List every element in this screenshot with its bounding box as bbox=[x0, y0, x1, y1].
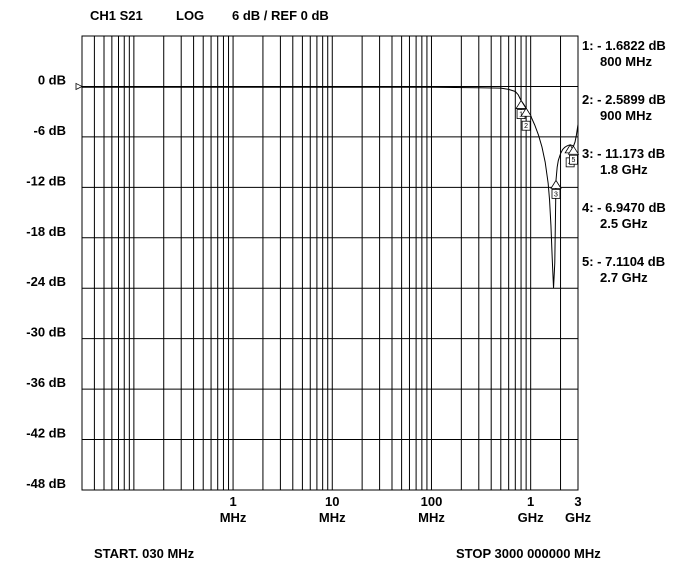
marker-number: 2 bbox=[524, 123, 528, 130]
marker-1-frequency: 800 MHz bbox=[600, 54, 653, 69]
marker-2-frequency: 900 MHz bbox=[600, 108, 653, 123]
marker-triangle bbox=[567, 145, 580, 155]
header-scale: 6 dB / REF 0 dB bbox=[232, 8, 329, 23]
start-frequency: START. 030 MHz bbox=[94, 546, 195, 561]
y-tick-label: -48 dB bbox=[26, 476, 66, 491]
x-tick-unit: MHz bbox=[220, 510, 247, 525]
marker-5: 5 bbox=[567, 145, 580, 165]
y-tick-label: -6 dB bbox=[34, 123, 67, 138]
marker-triangle bbox=[550, 179, 562, 189]
stop-frequency: STOP 3000 000000 MHz bbox=[456, 546, 601, 561]
marker-2-value: 2: - 2.5899 dB bbox=[582, 92, 666, 107]
marker-4-value: 4: - 6.9470 dB bbox=[582, 200, 666, 215]
marker-symbols: 12345 bbox=[515, 99, 580, 199]
y-tick-label: -42 dB bbox=[26, 426, 66, 441]
marker-1-value: 1: - 1.6822 dB bbox=[582, 38, 666, 53]
y-axis-labels: 0 dB -6 dB -12 dB -18 dB -24 dB -30 dB -36 dB -… bbox=[26, 72, 83, 491]
marker-2: 2 bbox=[520, 107, 532, 131]
marker-5-frequency: 2.7 GHz bbox=[600, 270, 648, 285]
plot-grid bbox=[81, 35, 579, 491]
marker-3: 3 bbox=[550, 179, 562, 199]
y-tick-label: 0 dB bbox=[38, 72, 66, 87]
y-tick-label: -12 dB bbox=[26, 173, 66, 188]
y-tick-label: -24 dB bbox=[26, 274, 66, 289]
y-tick-label: -18 dB bbox=[26, 224, 66, 239]
header-channel: CH1 S21 bbox=[90, 8, 143, 23]
x-tick-number: 1 bbox=[527, 494, 534, 509]
marker-number: 3 bbox=[554, 191, 558, 198]
x-tick-unit: MHz bbox=[418, 510, 445, 525]
x-tick-number: 3 bbox=[574, 494, 581, 509]
s21-trace bbox=[82, 86, 579, 289]
marker-triangle bbox=[515, 99, 527, 109]
marker-3-value: 3: - 11.173 dB bbox=[582, 146, 665, 161]
x-tick-number: 10 bbox=[325, 494, 339, 509]
x-tick-unit: GHz bbox=[518, 510, 545, 525]
header-format: LOG bbox=[176, 8, 204, 23]
marker-box bbox=[551, 188, 561, 199]
x-tick-number: 1 bbox=[229, 494, 236, 509]
x-tick-unit: GHz bbox=[565, 510, 592, 525]
marker-3-frequency: 1.8 GHz bbox=[600, 162, 648, 177]
marker-triangle bbox=[520, 107, 532, 117]
marker-4-frequency: 2.5 GHz bbox=[600, 216, 648, 231]
marker-box bbox=[521, 120, 531, 131]
x-tick-number: 100 bbox=[421, 494, 443, 509]
reference-level-arrow bbox=[75, 82, 83, 91]
marker-1: 1 bbox=[515, 99, 527, 119]
y-tick-label: -36 dB bbox=[26, 375, 66, 390]
x-tick-unit: MHz bbox=[319, 510, 346, 525]
marker-number: 1 bbox=[519, 112, 523, 119]
marker-number: 5 bbox=[572, 157, 576, 164]
marker-5-value: 5: - 7.1104 dB bbox=[582, 254, 665, 269]
plot-frame bbox=[81, 35, 579, 491]
marker-box bbox=[569, 154, 578, 165]
y-tick-label: -30 dB bbox=[26, 325, 66, 340]
